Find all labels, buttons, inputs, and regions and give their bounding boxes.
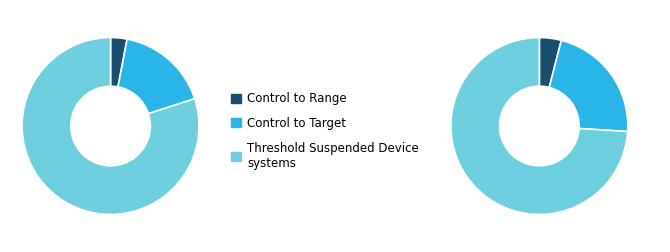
Legend: Control to Range, Control to Target, Threshold Suspended Device
systems: Control to Range, Control to Target, Thr… xyxy=(230,92,419,170)
Wedge shape xyxy=(539,38,561,87)
Wedge shape xyxy=(111,38,127,87)
Wedge shape xyxy=(549,40,628,132)
Wedge shape xyxy=(22,38,199,214)
Wedge shape xyxy=(451,38,628,214)
Wedge shape xyxy=(118,39,195,114)
